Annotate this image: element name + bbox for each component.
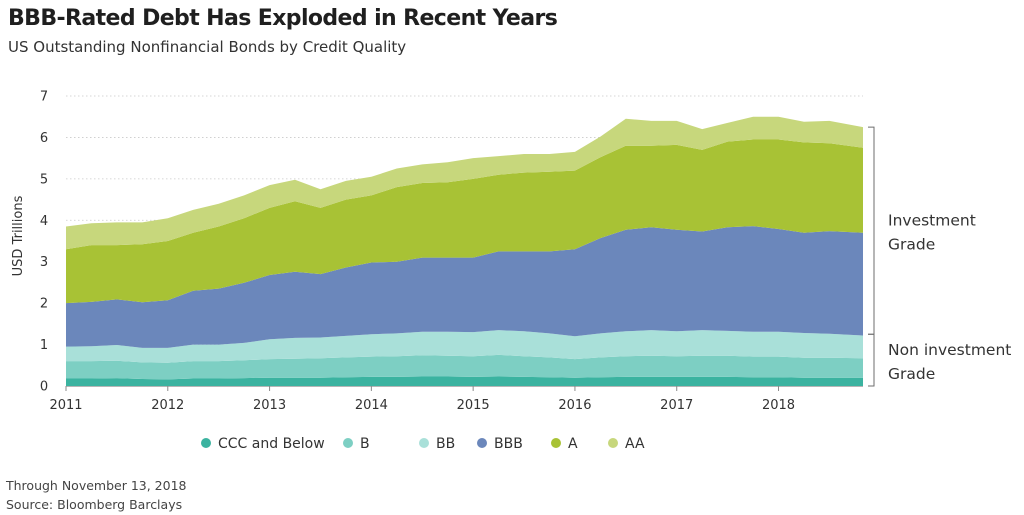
x-tick-label: 2014 (355, 398, 388, 413)
legend-swatch-b (343, 438, 353, 448)
footnote-source: Source: Bloomberg Barclays (6, 497, 183, 512)
area-aa (66, 116, 863, 250)
legend-label-b: B (360, 436, 370, 452)
y-tick-label: 3 (40, 255, 48, 270)
x-tick-label: 2012 (151, 398, 184, 413)
legend: CCC and Below B BB BBB A AA (201, 436, 645, 452)
grade-brackets: Investment Grade Non investment Grade (868, 126, 1011, 387)
chart-title: BBB-Rated Debt Has Exploded in Recent Ye… (8, 6, 558, 31)
area-series (66, 116, 863, 386)
y-tick-label: 1 (40, 338, 48, 353)
legend-label-bbb: BBB (494, 436, 523, 452)
y-tick-label: 0 (40, 380, 48, 395)
x-tick-label: 2013 (253, 398, 286, 413)
y-tick-label: 5 (40, 172, 48, 187)
y-tick-label: 2 (40, 297, 48, 312)
x-tick-label: 2015 (457, 398, 490, 413)
legend-label-a: A (568, 436, 578, 452)
legend-swatch-ccc-and-below (201, 438, 211, 448)
area-b (66, 354, 863, 380)
bracket-label: Investment Grade (888, 212, 976, 254)
x-axis: 2011 2012 2013 2014 2015 2016 2017 2018 (49, 386, 795, 413)
legend-swatch-bbb (477, 438, 487, 448)
legend-swatch-a (551, 438, 561, 448)
area-bbb (66, 226, 863, 348)
footnote-date: Through November 13, 2018 (6, 478, 187, 493)
legend-label-aa: AA (625, 436, 645, 452)
area-bb (66, 330, 863, 363)
legend-swatch-aa (608, 438, 618, 448)
y-axis: 0 1 2 3 4 5 6 7 (40, 90, 48, 395)
y-axis-title: USD Trillions (11, 195, 26, 276)
legend-label-bb: BB (436, 436, 455, 452)
bracket (868, 333, 875, 387)
legend-swatch-bb (419, 438, 429, 448)
y-tick-label: 4 (40, 214, 48, 229)
bracket-label: Non investment Grade (888, 341, 1011, 383)
x-tick-label: 2011 (49, 398, 82, 413)
y-tick-label: 6 (40, 131, 48, 146)
x-tick-label: 2016 (558, 398, 591, 413)
area-a (66, 139, 863, 304)
legend-label-ccc-and-below: CCC and Below (218, 436, 325, 452)
area-ccc-and-below (66, 376, 863, 386)
x-tick-label: 2018 (762, 398, 795, 413)
x-tick-label: 2017 (660, 398, 693, 413)
chart-subtitle: US Outstanding Nonfinancial Bonds by Cre… (8, 38, 407, 56)
y-tick-label: 7 (40, 90, 48, 105)
bracket (868, 126, 875, 335)
